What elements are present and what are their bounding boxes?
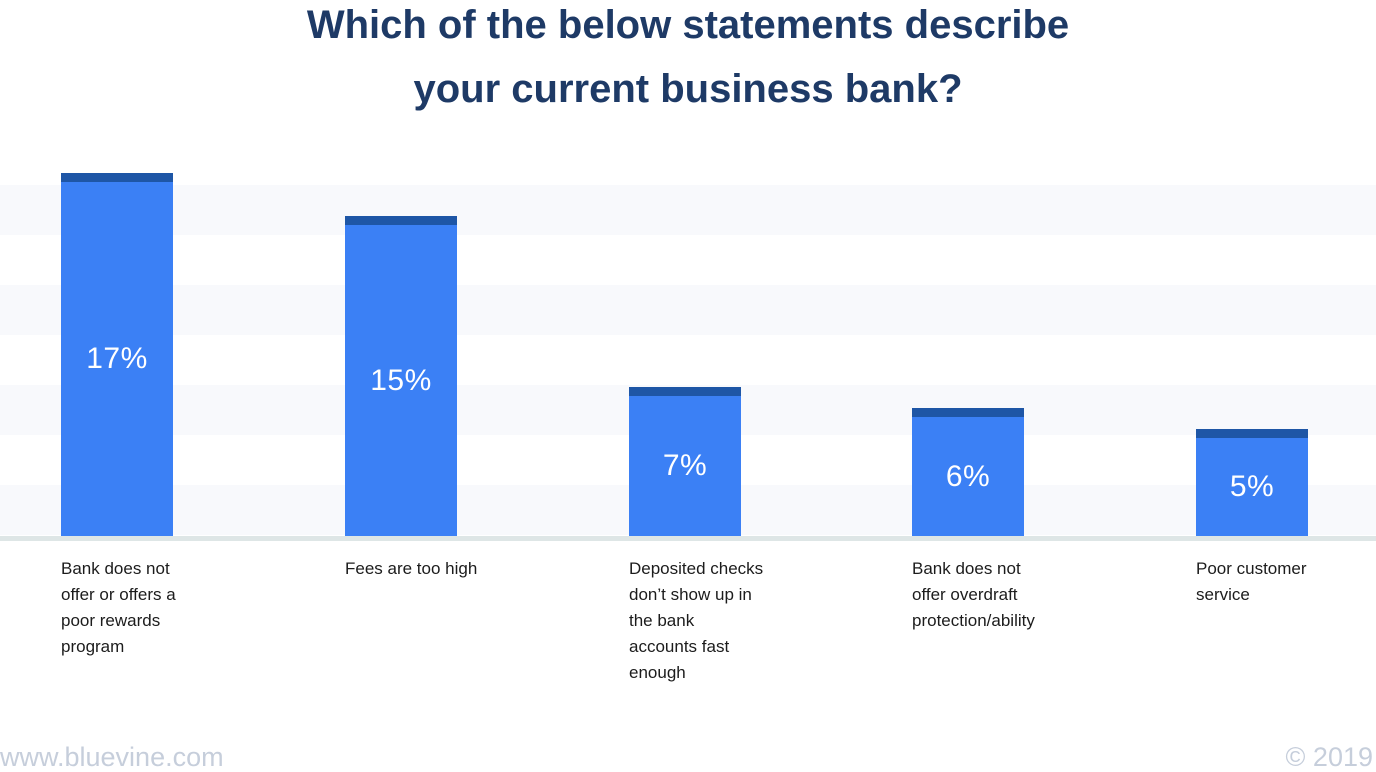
bar-body: 6%: [912, 417, 1024, 536]
bar-value-label: 17%: [86, 342, 148, 375]
bar-body: 17%: [61, 182, 173, 536]
bar-value-label: 5%: [1229, 470, 1275, 503]
bar-category-label: Bank does not offer or offers a poor rew…: [61, 559, 176, 656]
footer: www.bluevine.com © 2019: [0, 742, 1373, 772]
bar-cap: [629, 387, 741, 396]
bar-cap: [912, 408, 1024, 417]
bar: 17%: [61, 173, 173, 536]
bar-category-label: Bank does not offer overdraft protection…: [912, 559, 1035, 630]
bar-body: 15%: [345, 225, 457, 536]
bar-body: 7%: [629, 396, 741, 536]
bar-cap: [1196, 429, 1308, 438]
bar-value-label: 6%: [945, 459, 991, 493]
bar: 6%: [912, 408, 1024, 536]
bar-category-label: Poor customer service: [1196, 559, 1307, 604]
footer-copyright: © 2019: [1285, 742, 1373, 772]
bar-value-label: 15%: [370, 363, 432, 397]
bar-category-label: Fees are too high: [345, 559, 478, 578]
grid-band: [0, 185, 1376, 235]
bar-cap: [61, 173, 173, 182]
bar-category-label: Deposited checks don’t show up in the ba…: [629, 559, 764, 682]
grid-band: [0, 285, 1376, 335]
chart-title: Which of the below statements describe y…: [306, 3, 1070, 111]
bar-cap: [345, 216, 457, 225]
bar-body: 5%: [1196, 438, 1308, 536]
footer-website: www.bluevine.com: [0, 742, 224, 772]
bar-value-label: 7%: [662, 449, 708, 482]
x-axis-line: [0, 536, 1376, 541]
bar: 15%: [345, 216, 457, 536]
bar: 5%: [1196, 429, 1308, 536]
bar: 7%: [629, 387, 741, 536]
